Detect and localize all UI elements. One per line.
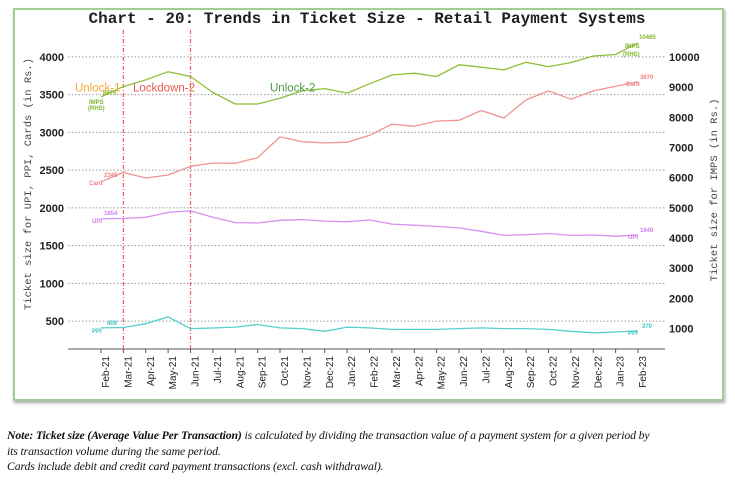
ppi-end-name-label: PPI — [628, 331, 638, 337]
ticket-size-chart: Chart - 20: Trends in Ticket Size - Reta… — [23, 10, 721, 390]
left-y-tick-label: 2500 — [40, 165, 64, 177]
x-tick-label: Sep-21 — [258, 356, 269, 389]
left-y-tick-label: 3500 — [40, 90, 64, 102]
x-tick-label: Mar-21 — [123, 356, 134, 388]
x-tick-label: Aug-21 — [235, 356, 246, 389]
right-y-tick-label: 1000 — [669, 324, 693, 336]
right-y-tick-label: 10000 — [669, 52, 700, 64]
ppi-start-value-label: 409 — [107, 321, 118, 327]
right-y-tick-label: 8000 — [669, 112, 693, 124]
chart-note: Note: Ticket size (Average Value Per Tra… — [7, 428, 735, 475]
card-start-name-label: Card — [89, 181, 103, 187]
right-y-tick-label: 4000 — [669, 233, 693, 245]
series-line-cards — [100, 81, 639, 183]
x-tick-label: Jul-21 — [213, 356, 224, 384]
note-line-2: its transaction volume during the same p… — [7, 443, 221, 458]
note-line-1-text: is calculated by dividing the transactio… — [241, 428, 650, 442]
x-tick-label: Mar-22 — [392, 356, 403, 388]
x-axis-ticks: Feb-21 Mar-21 Apr-21 May-21 Jun-21 Jul-21 Aug-… — [100, 349, 649, 390]
note-bold-prefix: Note: Ticket size (Average Value Per Tra… — [7, 428, 242, 442]
left-y-tick-label: 4000 — [40, 52, 64, 64]
x-tick-label: Oct-22 — [549, 356, 560, 386]
chart-title: Chart - 20: Trends in Ticket Size - Reta… — [89, 10, 646, 28]
imps-start-name-label: IMPS — [89, 100, 104, 106]
x-tick-label: Jun-21 — [191, 356, 202, 387]
ppi-end-value-label: 370 — [642, 324, 653, 330]
ppi-start-name-label: PPI — [92, 329, 102, 335]
x-tick-label: Jul-22 — [481, 356, 492, 384]
x-tick-label: Nov-22 — [571, 356, 582, 389]
x-tick-label: Feb-21 — [101, 356, 112, 388]
card-start-value-label: 2345 — [104, 173, 118, 179]
upi-start-value-label: 1854 — [104, 211, 118, 217]
annotation-unlock-2: Unlock-2 — [270, 83, 315, 95]
note-line-3: Cards include debit and credit card paym… — [7, 459, 384, 473]
left-y-axis-title: Ticket size for UPI, PPI, Cards (in Rs.) — [23, 58, 35, 310]
right-y-tick-label: 9000 — [669, 82, 693, 94]
imps-start-value-label: 8675 — [103, 91, 117, 97]
right-y-axis-ticks: 1000 2000 3000 4000 5000 6000 7000 8000 9000 1000… — [669, 52, 700, 336]
right-y-axis-title: Ticket size for IMPS (in Rs.) — [709, 99, 721, 282]
x-tick-label: Apr-22 — [414, 356, 425, 386]
left-y-tick-label: 1500 — [40, 241, 64, 253]
right-y-tick-label: 6000 — [669, 173, 693, 185]
left-y-tick-label: 1000 — [40, 278, 64, 290]
series-lines — [100, 42, 639, 334]
gridlines — [68, 56, 665, 322]
imps-start-axis-label: (RHS) — [88, 106, 105, 112]
right-y-tick-label: 2000 — [669, 293, 693, 305]
right-y-tick-label: 3000 — [669, 263, 693, 275]
upi-end-value-label: 1640 — [640, 228, 654, 234]
x-tick-label: Nov-21 — [302, 356, 313, 389]
series-line-upi — [100, 210, 639, 237]
right-y-tick-label: 5000 — [669, 203, 693, 215]
x-tick-label: Jan-22 — [347, 356, 358, 387]
x-tick-label: Dec-22 — [593, 356, 604, 389]
x-tick-label: Apr-21 — [146, 356, 157, 386]
card-end-name-label: Card — [626, 82, 640, 88]
left-y-tick-label: 500 — [46, 316, 64, 328]
x-tick-label: Oct-21 — [280, 356, 291, 386]
left-y-tick-label: 2000 — [40, 203, 64, 215]
series-line-imps — [100, 42, 639, 105]
upi-end-name-label: UPI — [628, 235, 638, 241]
x-tick-label: Dec-21 — [325, 356, 336, 389]
lockdown-markers — [122, 30, 192, 349]
x-tick-label: Jun-22 — [459, 356, 470, 387]
x-tick-label: Jan-23 — [616, 356, 627, 387]
x-tick-label: May-21 — [168, 356, 179, 390]
x-tick-label: Feb-22 — [370, 356, 381, 388]
annotation-unlock-1: Unlock-1 — [75, 83, 120, 95]
x-tick-label: Aug-22 — [504, 356, 515, 389]
imps-end-axis-label: (RHS) — [623, 52, 640, 58]
note-line-1: Note: Ticket size (Average Value Per Tra… — [7, 428, 735, 444]
x-tick-label: Sep-22 — [526, 356, 537, 389]
x-tick-label: May-22 — [437, 356, 448, 390]
series-line-ppi — [100, 316, 639, 334]
card-end-value-label: 3670 — [640, 75, 654, 81]
imps-end-name-label: IMPS — [625, 44, 640, 50]
chart-frame — [13, 8, 724, 401]
right-y-tick-label: 7000 — [669, 142, 693, 154]
annotation-lockdown-2: Lockdown-2 — [133, 83, 195, 95]
left-y-axis-ticks: 500 1000 1500 2000 2500 3000 3500 4000 — [40, 52, 64, 328]
left-y-tick-label: 3000 — [40, 127, 64, 139]
upi-start-name-label: UPI — [92, 219, 102, 225]
imps-end-value-label: 10465 — [639, 35, 656, 41]
x-tick-label: Feb-23 — [638, 356, 649, 388]
